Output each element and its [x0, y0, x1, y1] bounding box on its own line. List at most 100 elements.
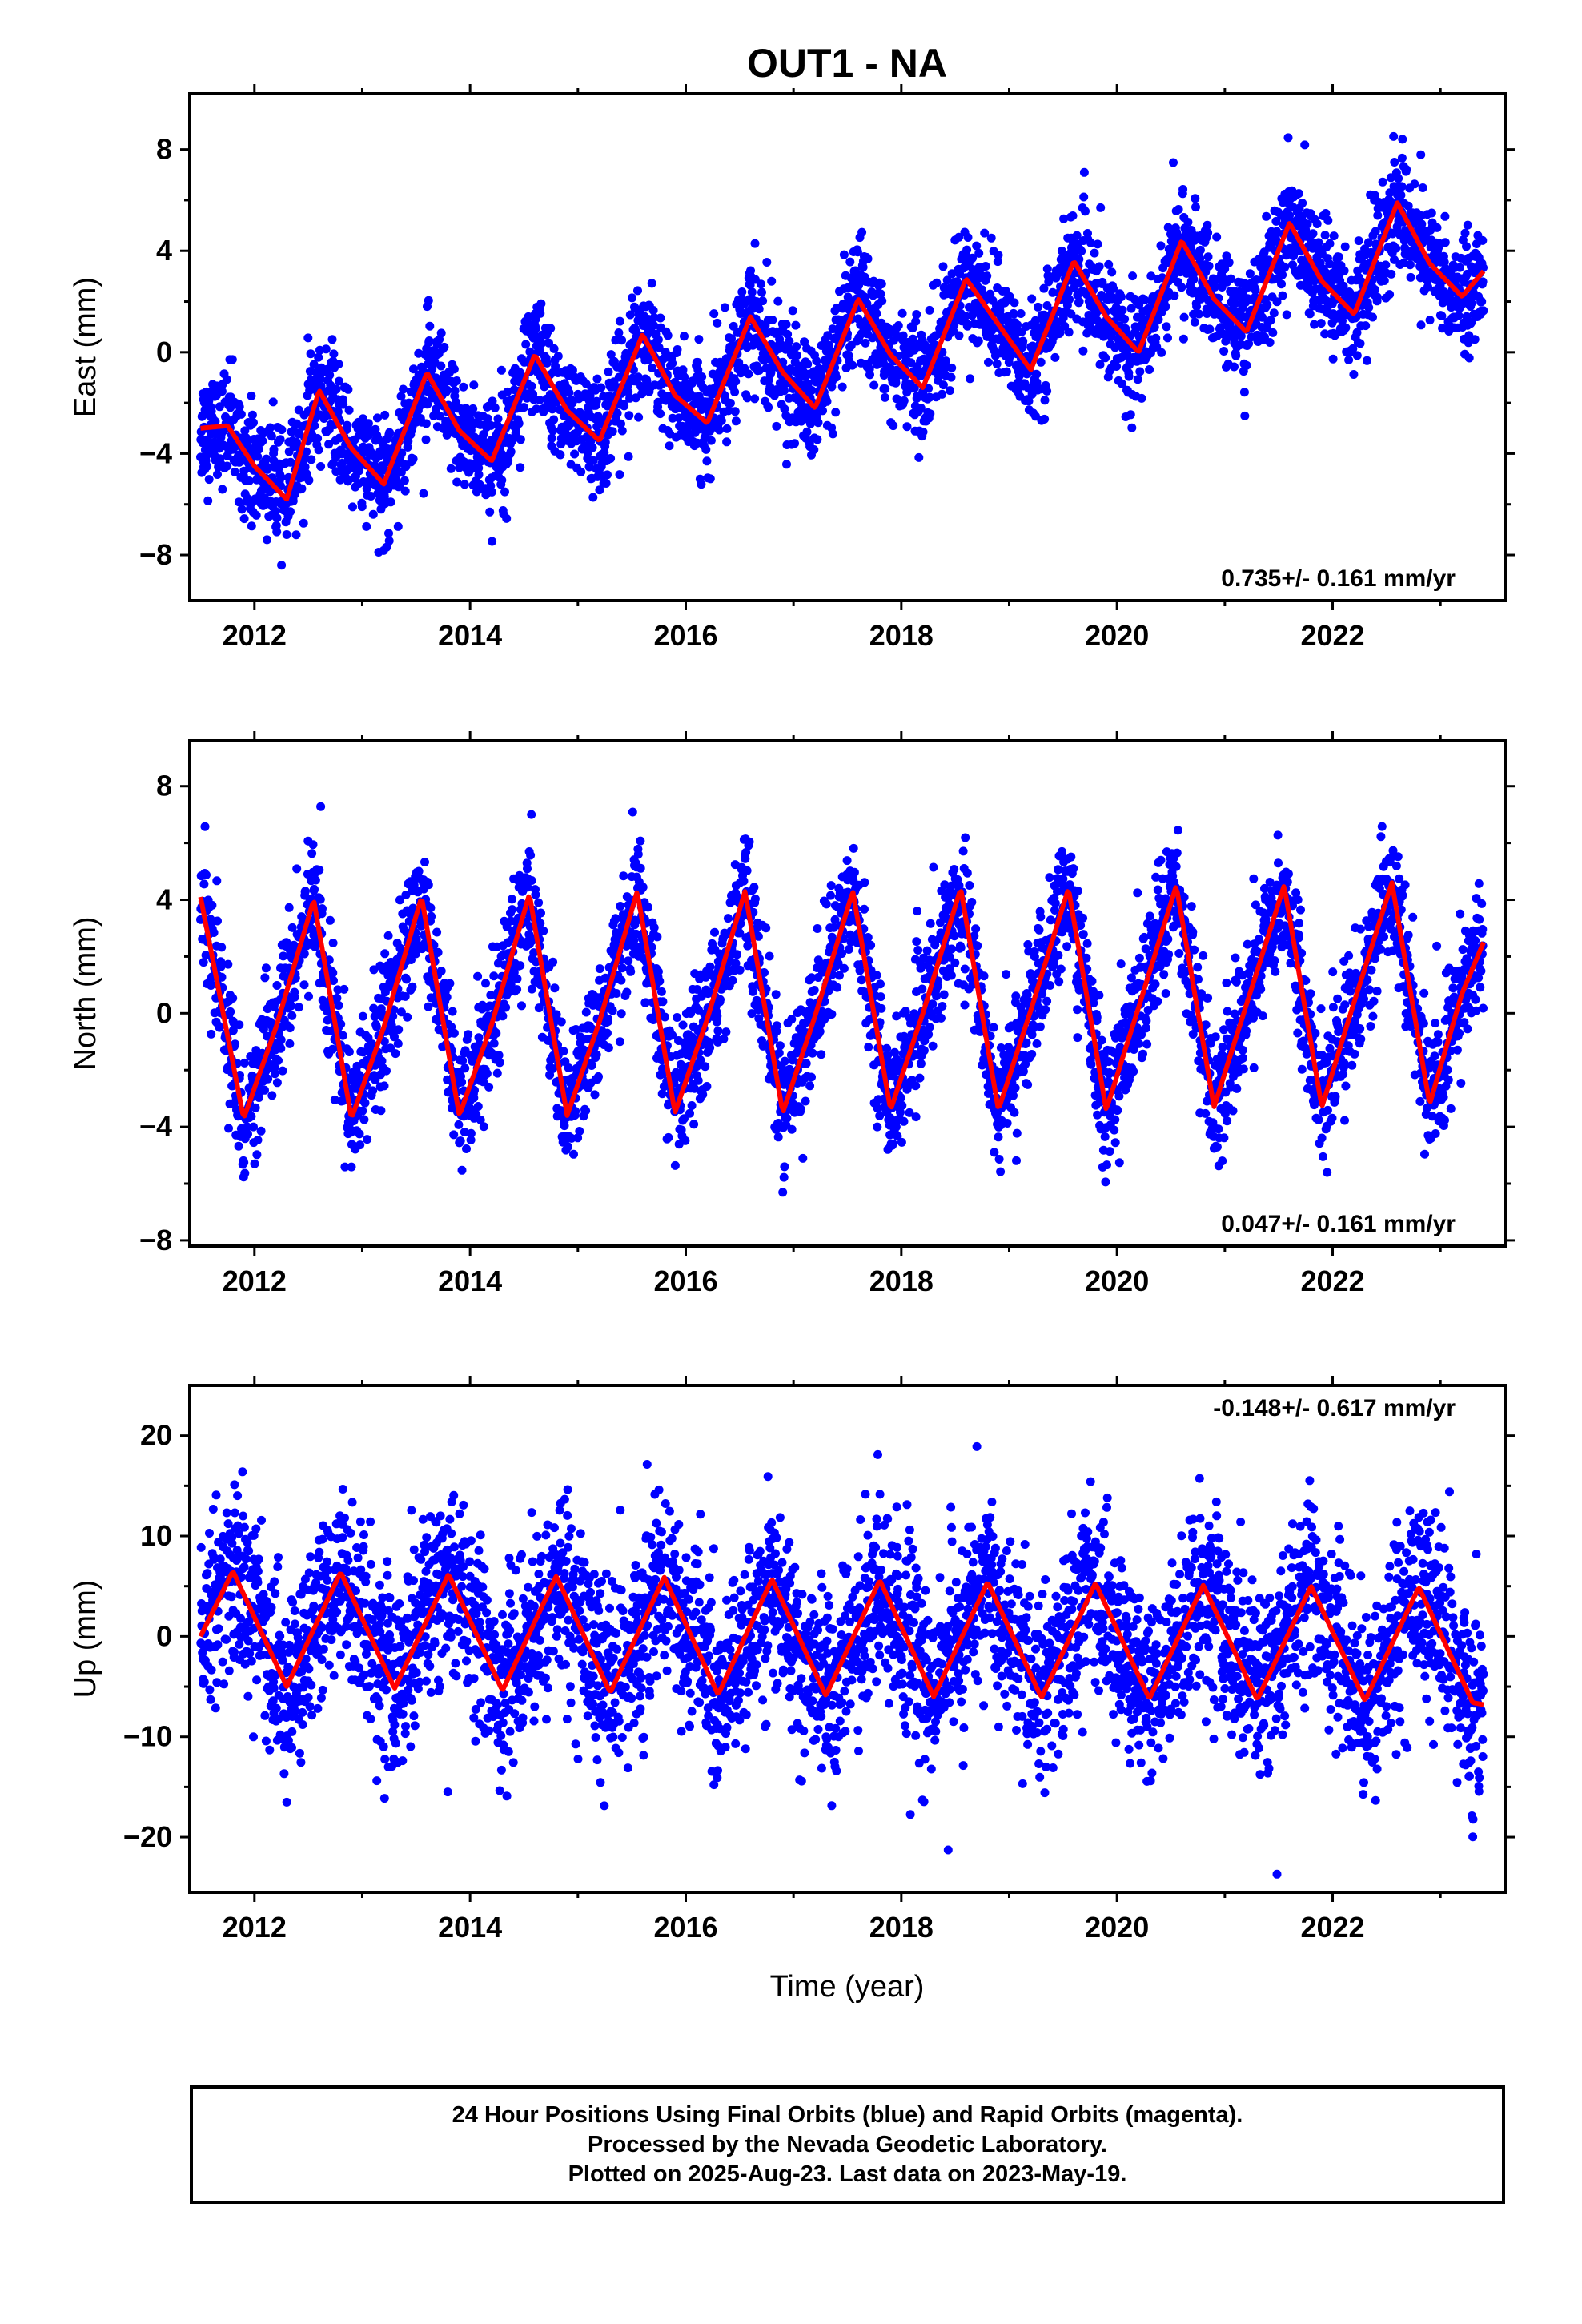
east-point [813, 435, 822, 444]
north-point [526, 850, 536, 860]
east-point [222, 375, 231, 384]
east-point [1341, 323, 1351, 332]
east-point [277, 425, 287, 435]
east-point [424, 336, 434, 345]
east-point [768, 316, 777, 324]
east-point [1204, 261, 1214, 271]
east-point [1189, 275, 1199, 284]
east-point [344, 405, 354, 415]
east-point [1398, 135, 1407, 144]
east-point [1151, 333, 1161, 343]
north-point [199, 879, 209, 889]
east-point [831, 408, 841, 417]
east-point [1126, 410, 1135, 420]
east-point [1416, 320, 1426, 330]
east-point [869, 380, 879, 390]
north-point [213, 916, 222, 926]
north-point [235, 1020, 244, 1030]
east-point [585, 391, 595, 400]
east-point [731, 376, 741, 386]
east-point [1240, 411, 1250, 420]
east-point [938, 389, 947, 399]
east-point [1339, 266, 1349, 275]
east-point [1195, 309, 1204, 319]
east-point [1126, 304, 1136, 313]
north-point [328, 968, 338, 978]
east-point [359, 477, 368, 486]
east-point [717, 416, 726, 425]
east-point [1352, 351, 1362, 360]
east-point [1390, 158, 1399, 167]
east-point [1328, 354, 1338, 364]
east-point [865, 370, 874, 380]
north-point [481, 979, 490, 988]
east-point [722, 424, 732, 433]
east-point [1203, 252, 1213, 262]
north-point [217, 943, 227, 952]
east-point [1432, 223, 1442, 232]
north-point [420, 858, 429, 866]
east-point [275, 435, 285, 444]
east-point [1096, 203, 1106, 212]
east-point [436, 328, 446, 338]
east-point [1323, 215, 1333, 225]
east-point [1320, 231, 1330, 240]
east-point [880, 392, 889, 402]
east-point [553, 352, 563, 361]
east-point [694, 335, 704, 344]
north-point [489, 1039, 499, 1048]
east-point [1405, 260, 1415, 270]
north-point [315, 895, 325, 904]
east-point [584, 462, 594, 472]
east-point [1269, 308, 1279, 318]
east-point [877, 279, 886, 289]
east-point [1363, 356, 1371, 365]
north-point [379, 1081, 389, 1091]
east-point [1406, 272, 1415, 282]
east-point [608, 427, 617, 436]
figure-title: OUT1 - NA [747, 41, 947, 86]
east-point [1329, 231, 1339, 241]
north-point [212, 876, 222, 886]
east-point [362, 521, 371, 531]
east-point [288, 497, 298, 506]
east-point [355, 466, 364, 476]
north-point [207, 1029, 216, 1039]
east-point [722, 437, 732, 447]
east-point [762, 258, 772, 267]
north-point [207, 900, 217, 910]
east-point [1354, 236, 1363, 246]
north-point [270, 1069, 279, 1079]
east-point [1118, 305, 1127, 315]
east-point [932, 278, 942, 287]
east-point [385, 428, 395, 437]
east-point [1418, 183, 1427, 192]
east-point [785, 336, 794, 346]
north-point [261, 963, 271, 973]
east-point [772, 421, 781, 431]
east-point [788, 306, 797, 316]
east-point [532, 324, 541, 333]
east-point [1349, 370, 1359, 379]
east-point [1340, 242, 1350, 251]
east-point [333, 407, 343, 416]
east-point [286, 507, 295, 517]
east-point [310, 421, 319, 431]
north-point [243, 1129, 252, 1139]
north-point [294, 1003, 303, 1012]
east-point [706, 436, 716, 445]
east-point [1195, 245, 1205, 255]
east-point [1416, 150, 1426, 159]
north-point [284, 903, 294, 912]
east-point [400, 486, 410, 496]
east-point [452, 376, 461, 385]
east-point [1104, 259, 1114, 269]
east-point [1203, 220, 1212, 230]
east-point [327, 335, 337, 344]
east-point [1470, 335, 1480, 344]
east-point [1463, 269, 1472, 279]
east-point [1239, 388, 1249, 397]
north-point [249, 1122, 258, 1132]
east-point [1078, 346, 1088, 356]
